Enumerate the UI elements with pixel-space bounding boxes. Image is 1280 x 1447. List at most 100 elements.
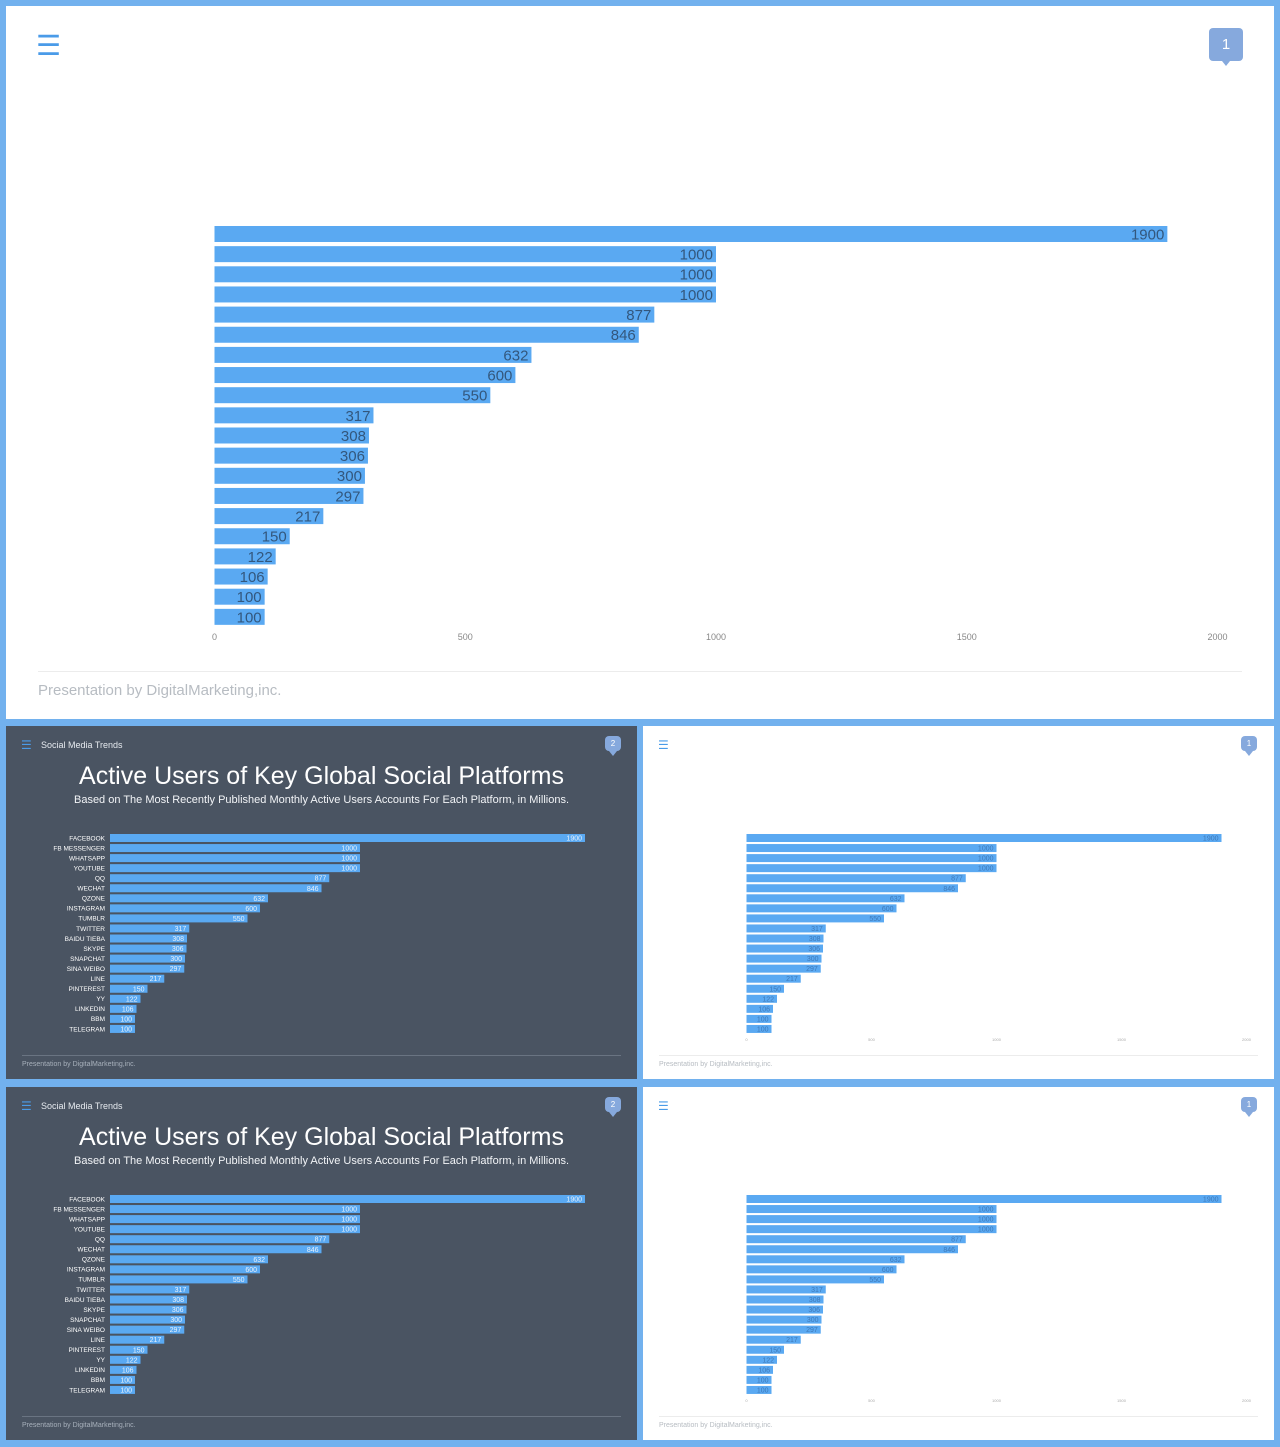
x-tick-label: 500 bbox=[868, 1398, 875, 1403]
value-label: 317 bbox=[175, 926, 187, 933]
category-label: QZONE bbox=[82, 896, 106, 903]
footer-divider bbox=[22, 1416, 621, 1417]
bar-linkedin bbox=[214, 568, 268, 585]
bar-whatsapp bbox=[110, 854, 360, 863]
bar-pinterest bbox=[214, 528, 290, 545]
value-label: 550 bbox=[233, 1277, 245, 1284]
value-label: 122 bbox=[248, 549, 273, 566]
title-slide-thumbnail[interactable]: ☰ Social Media Trends 2 Active Users of … bbox=[6, 1087, 637, 1440]
x-tick-label: 2000 bbox=[1207, 632, 1227, 642]
bar-chart: 1900 FACEBOOK 1000 FB MESSENGER 1000 WHATSAPP… bbox=[53, 1195, 585, 1394]
value-label: 600 bbox=[487, 367, 512, 384]
value-label: 317 bbox=[811, 926, 823, 933]
menu-icon[interactable]: ☰ bbox=[21, 738, 32, 752]
value-label: 550 bbox=[869, 1277, 881, 1284]
bar-twitter bbox=[110, 924, 190, 933]
page-number-badge[interactable]: 2 bbox=[605, 736, 621, 756]
bar-pinterest bbox=[746, 984, 784, 993]
bar-linkedin bbox=[746, 1004, 773, 1013]
bar-snapchat bbox=[214, 467, 365, 484]
category-label: SNAPCHAT bbox=[70, 956, 105, 963]
footer-credit: Presentation by DigitalMarketing,inc. bbox=[22, 1422, 136, 1429]
value-label: 1000 bbox=[341, 846, 357, 853]
bar-snapchat bbox=[110, 1315, 185, 1324]
page-number-badge[interactable]: 1 bbox=[1241, 736, 1257, 756]
bar-baidu-tieba bbox=[110, 934, 187, 943]
value-label: 122 bbox=[762, 1357, 774, 1364]
page-number-badge[interactable]: 1 bbox=[1241, 1097, 1257, 1117]
menu-icon[interactable]: ☰ bbox=[36, 30, 62, 61]
value-label: 308 bbox=[172, 936, 184, 943]
category-label: BBM bbox=[91, 1377, 105, 1384]
bar-linkedin bbox=[110, 1004, 137, 1013]
bar-instagram bbox=[110, 1265, 260, 1274]
chart-slide-thumbnail[interactable]: ☰ 1 1900 1000 1000 1000 877 846 632 600 550 317 30… bbox=[643, 1087, 1274, 1440]
category-label: TELEGRAM bbox=[69, 1026, 105, 1033]
x-tick-label: 1500 bbox=[1117, 1398, 1127, 1403]
value-label: 550 bbox=[869, 916, 881, 923]
value-label: 106 bbox=[240, 569, 265, 586]
value-label: 877 bbox=[626, 307, 651, 324]
menu-icon[interactable]: ☰ bbox=[658, 738, 669, 752]
bar-baidu-tieba bbox=[110, 1295, 187, 1304]
category-label: FACEBOOK bbox=[69, 1196, 105, 1203]
category-label: FACEBOOK bbox=[69, 835, 105, 842]
bar-facebook bbox=[214, 226, 1168, 242]
value-label: 1000 bbox=[978, 1227, 994, 1234]
value-label: 308 bbox=[172, 1297, 184, 1304]
value-label: 1000 bbox=[341, 1217, 357, 1224]
page-number-badge[interactable]: 2 bbox=[605, 1097, 621, 1117]
bar-youtube bbox=[746, 1225, 997, 1234]
footer-credit: Presentation by DigitalMarketing,inc. bbox=[659, 1061, 773, 1068]
bar-qq bbox=[110, 1235, 330, 1244]
bar-facebook bbox=[746, 834, 1222, 842]
chart-slide-thumbnail[interactable]: ☰ 1 1900 1000 1000 1000 877 846 632 600 550 317 30… bbox=[643, 726, 1274, 1079]
bar-whatsapp bbox=[214, 266, 716, 283]
x-tick-label: 2000 bbox=[1242, 1037, 1252, 1042]
value-label: 1000 bbox=[341, 1207, 357, 1214]
value-label: 300 bbox=[807, 956, 819, 963]
bar-qzone bbox=[110, 1255, 268, 1264]
bar-wechat bbox=[110, 1245, 322, 1254]
x-tick-label: 1500 bbox=[957, 632, 977, 642]
bar-tumblr bbox=[110, 914, 248, 923]
value-label: 1000 bbox=[680, 287, 713, 304]
category-label: FB MESSENGER bbox=[53, 845, 105, 852]
value-label: 600 bbox=[882, 906, 894, 913]
value-label: 1000 bbox=[978, 846, 994, 853]
page-number-badge[interactable]: 1 bbox=[1209, 28, 1243, 66]
title-slide-thumbnail[interactable]: ☰ Social Media Trends 2 Active Users of … bbox=[6, 726, 637, 1079]
value-label: 100 bbox=[757, 1026, 769, 1033]
value-label: 308 bbox=[341, 428, 366, 445]
value-label: 100 bbox=[237, 589, 262, 606]
value-label: 1900 bbox=[566, 1197, 582, 1204]
bar-skype bbox=[746, 1305, 823, 1314]
category-label: LINE bbox=[91, 976, 106, 983]
bar-sina-weibo bbox=[110, 964, 185, 973]
section-label: Social Media Trends bbox=[41, 1101, 123, 1111]
value-label: 300 bbox=[170, 956, 182, 963]
value-label: 300 bbox=[337, 468, 362, 485]
bar-bbm bbox=[214, 588, 265, 605]
value-label: 1900 bbox=[566, 836, 582, 843]
menu-icon[interactable]: ☰ bbox=[658, 1099, 669, 1113]
slide-subtitle: Based on The Most Recently Published Mon… bbox=[73, 794, 570, 806]
category-label: WHATSAPP bbox=[69, 855, 105, 862]
bar-sina-weibo bbox=[110, 1325, 185, 1334]
category-label: TUMBLR bbox=[78, 916, 105, 923]
menu-icon[interactable]: ☰ bbox=[21, 1099, 32, 1113]
category-label: PINTEREST bbox=[69, 986, 106, 993]
value-label: 297 bbox=[335, 488, 360, 505]
value-label: 317 bbox=[175, 1287, 187, 1294]
footer-credit: Presentation by DigitalMarketing,inc. bbox=[22, 1061, 136, 1068]
bar-instagram bbox=[214, 367, 516, 384]
x-tick-label: 0 bbox=[212, 632, 217, 642]
category-label: BAIDU TIEBA bbox=[65, 936, 106, 943]
category-label: QQ bbox=[95, 876, 105, 883]
bar-wechat bbox=[214, 326, 639, 343]
bar-qzone bbox=[746, 894, 905, 903]
value-label: 1900 bbox=[1131, 226, 1164, 243]
bar-fb-messenger bbox=[110, 844, 360, 853]
value-label: 300 bbox=[807, 1317, 819, 1324]
bar-chart: 1900100010001000877846632600550317308306… bbox=[745, 834, 1252, 1042]
